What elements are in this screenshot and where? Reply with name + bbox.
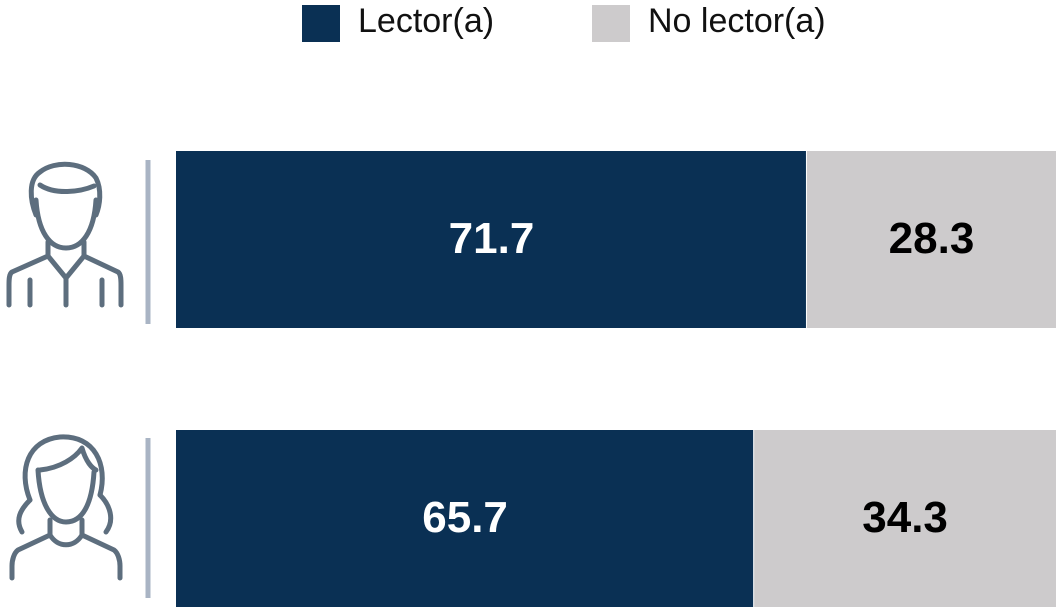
data-label: 71.7: [449, 214, 535, 263]
data-label: 65.7: [422, 493, 508, 542]
legend-swatch: [592, 5, 630, 42]
bar-segment: [176, 430, 754, 607]
bar-segment: [806, 151, 1056, 328]
legend-label: Lector(a): [358, 2, 494, 40]
bar-segment: [754, 430, 1056, 607]
bar-segment: [176, 151, 806, 328]
legend-swatch: [302, 5, 340, 42]
man-icon: [6, 161, 124, 308]
data-label: 28.3: [889, 214, 975, 263]
woman-icon: [9, 434, 123, 581]
legend-label: No lector(a): [648, 2, 826, 40]
data-label: 34.3: [862, 493, 948, 542]
